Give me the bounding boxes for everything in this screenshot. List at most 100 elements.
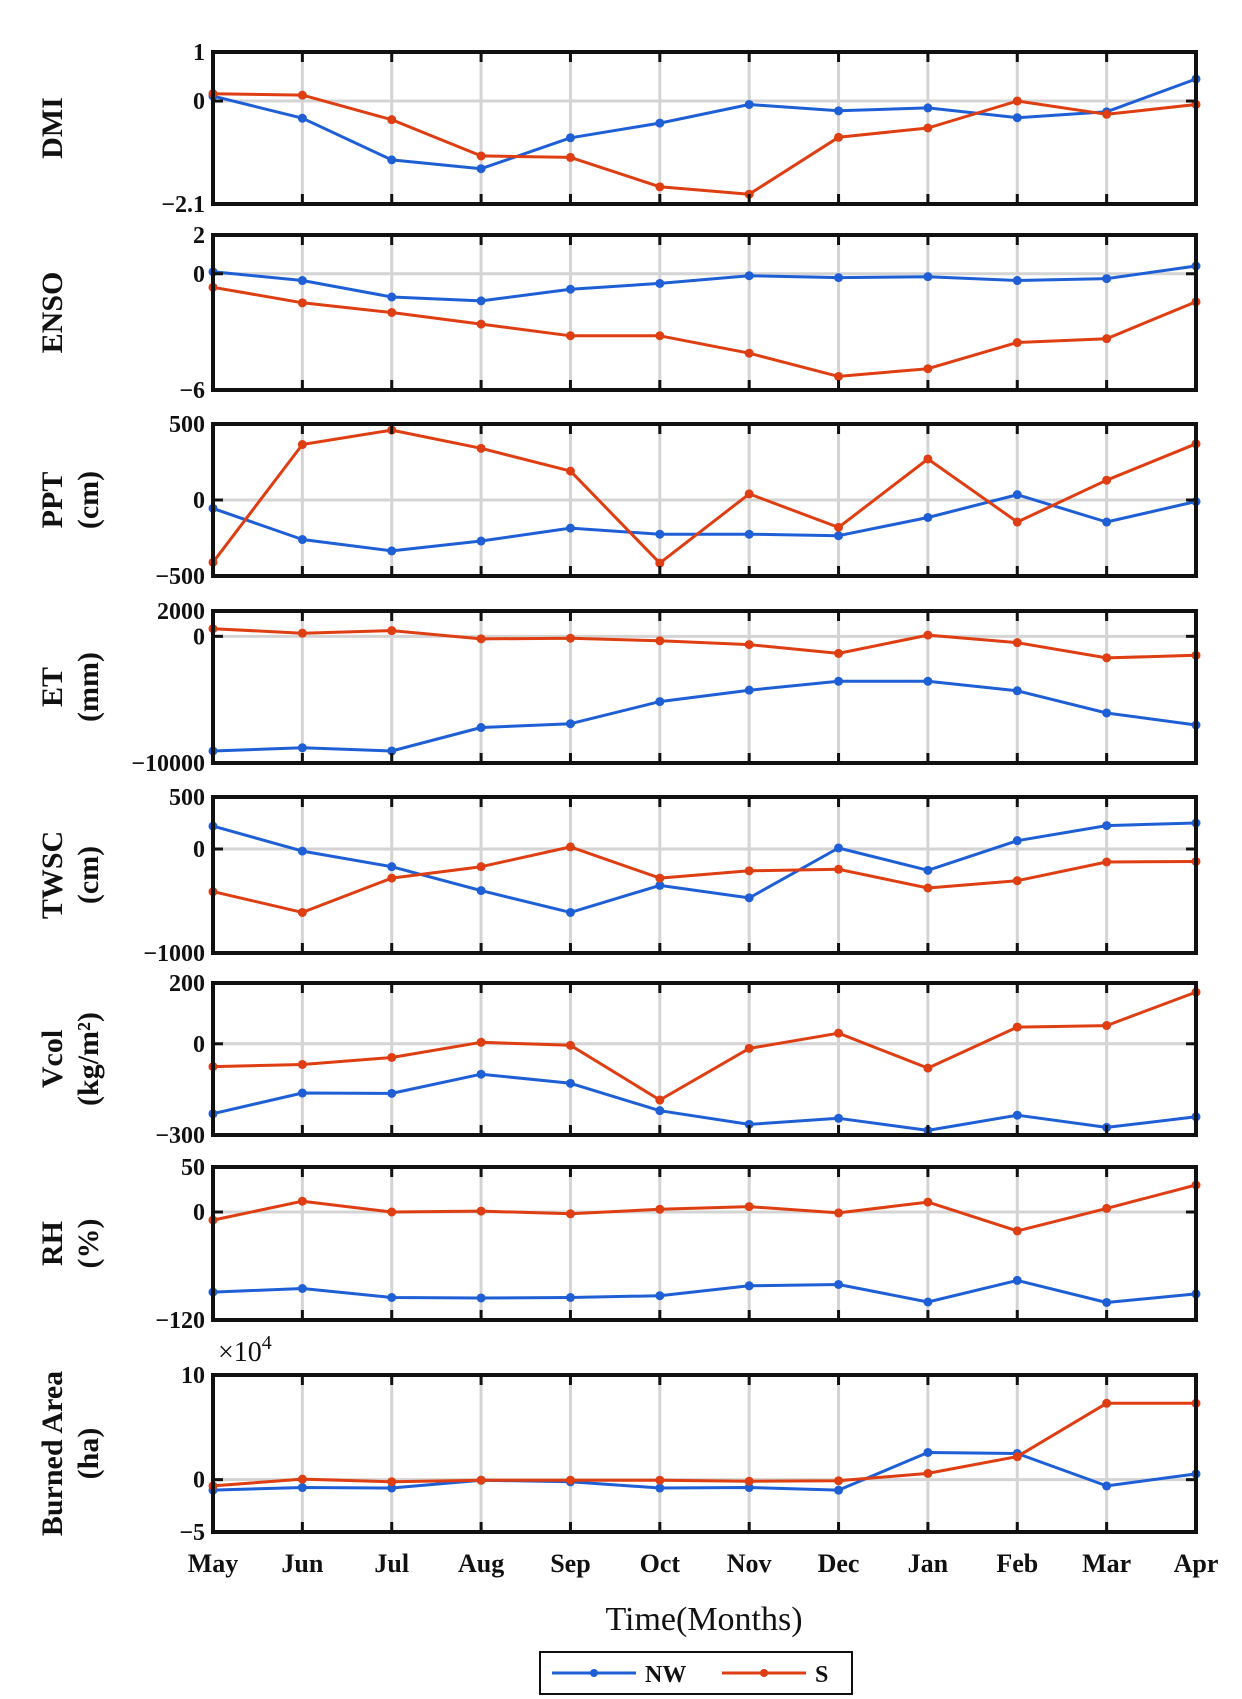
series-line-s [212, 285, 1197, 378]
y-tick-label: 500 [169, 412, 205, 438]
data-point-nw [923, 512, 933, 522]
data-point-nw [476, 296, 486, 306]
data-point-nw [565, 523, 575, 533]
data-point-s [297, 1059, 307, 1069]
data-point-nw [297, 113, 307, 123]
data-point-nw [297, 1088, 307, 1098]
data-point-s [655, 182, 665, 192]
data-point-s [565, 842, 575, 852]
data-point-nw [744, 529, 754, 539]
data-point-s [923, 1063, 933, 1073]
x-tick-label: Oct [640, 1549, 681, 1578]
y-axis-label: RH (%) [36, 1219, 105, 1269]
data-point-nw [923, 676, 933, 686]
data-point-s [1102, 109, 1112, 119]
y-tick-label: −500 [155, 564, 205, 590]
y-tick-label: −120 [155, 1308, 205, 1334]
data-point-nw [744, 1483, 754, 1493]
data-point-nw [387, 546, 397, 556]
data-point-s [565, 1475, 575, 1485]
data-point-s [297, 440, 307, 450]
data-point-nw [565, 284, 575, 294]
data-point-s [1102, 1398, 1112, 1408]
x-tick-label: Apr [1174, 1549, 1219, 1578]
y-tick-label: 1 [193, 40, 205, 66]
data-point-s [1012, 338, 1022, 348]
data-point-nw [565, 1078, 575, 1088]
data-point-nw [387, 1088, 397, 1098]
data-point-s [744, 1043, 754, 1053]
y-tick-label: 10 [181, 1363, 205, 1389]
data-point-nw [655, 1106, 665, 1116]
data-point-s [565, 331, 575, 341]
data-point-s [744, 1476, 754, 1486]
data-point-s [744, 640, 754, 650]
y-tick-label: 0 [193, 1032, 205, 1058]
x-tick-label: Sep [550, 1549, 590, 1578]
data-point-nw [834, 106, 844, 116]
data-point-nw [1102, 274, 1112, 284]
y-tick-label: 500 [169, 785, 205, 811]
data-point-s [387, 626, 397, 636]
panel-8: −5 0 10 Burned Area (ha) ×104 [36, 1332, 1201, 1546]
panel-frame [211, 981, 1198, 1137]
legend-nw-label: NW [645, 1662, 686, 1688]
data-point-s [744, 1202, 754, 1212]
data-point-s [476, 1475, 486, 1485]
data-point-s [923, 364, 933, 374]
y-axis-label: Vcol (kg/m²) [36, 1012, 105, 1106]
data-point-s [1012, 517, 1022, 527]
data-point-nw [834, 1485, 844, 1495]
data-point-nw [387, 155, 397, 165]
data-point-nw [476, 886, 486, 896]
data-point-nw [1012, 686, 1022, 696]
data-point-nw [565, 1293, 575, 1302]
data-point-s [476, 443, 486, 453]
data-point-s [923, 123, 933, 133]
data-point-s [1102, 1021, 1112, 1031]
data-point-s [387, 1477, 397, 1487]
data-point-nw [1102, 1481, 1112, 1491]
series-line-s [212, 627, 1197, 660]
data-point-s [1102, 653, 1112, 663]
data-point-s [655, 1095, 665, 1105]
series-line-s [212, 990, 1197, 1102]
data-point-nw [565, 133, 575, 143]
data-point-s [476, 319, 486, 329]
y-tick-label: −2.1 [161, 192, 205, 218]
x-tick-label: Dec [818, 1549, 860, 1578]
x-tick-label: Jun [281, 1549, 323, 1578]
data-point-nw [655, 1291, 665, 1301]
data-point-nw [655, 1483, 665, 1493]
data-point-s [1102, 475, 1112, 485]
data-point-s [834, 648, 844, 658]
data-point-s [923, 454, 933, 464]
data-point-s [297, 1196, 307, 1206]
x-axis: May Jun Jul Aug Sep Oct Nov Dec Jan Feb Mar Apr [188, 1549, 1219, 1578]
x-axis-title: Time(Months) [605, 1601, 802, 1638]
panel-3: −500 0 500 PPT (cm) [36, 412, 1201, 590]
data-point-s [834, 132, 844, 142]
data-point-s [565, 1209, 575, 1219]
data-point-s [297, 298, 307, 308]
data-point-s [834, 864, 844, 874]
x-tick-label: Aug [458, 1549, 504, 1578]
series-line-nw [212, 821, 1197, 914]
series-line-s [212, 845, 1197, 914]
data-point-nw [655, 697, 665, 707]
data-point-nw [744, 893, 754, 903]
data-point-s [565, 466, 575, 476]
data-point-s [923, 1468, 933, 1478]
y-tick-label: −10000 [131, 751, 205, 777]
data-point-s [565, 152, 575, 162]
data-point-nw [297, 535, 307, 545]
data-point-nw [476, 1293, 486, 1303]
data-point-nw [923, 272, 933, 282]
data-point-s [655, 1475, 665, 1485]
data-point-nw [834, 531, 844, 541]
series-line-nw [212, 264, 1197, 303]
data-point-s [655, 331, 665, 341]
data-point-s [923, 630, 933, 640]
